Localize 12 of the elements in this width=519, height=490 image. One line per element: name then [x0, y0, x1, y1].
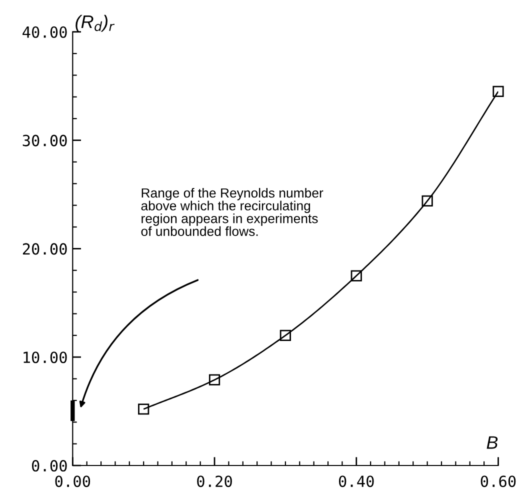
y-tick-label: 30.00	[22, 134, 67, 146]
y-tick-label: 10.00	[24, 352, 67, 364]
y-axis-title: (R$_{d}$)$_{r}$	[76, 14, 115, 32]
y-tick-label: 40.00	[22, 26, 67, 38]
x-tick-label: 0.60	[480, 476, 516, 488]
x-axis-title: B	[486, 436, 498, 449]
x-tick-label: 0.40	[338, 476, 374, 488]
y-tick-label: 20.00	[22, 243, 67, 255]
annotation: Range of the Reynolds number above which the recirculating region appears in experiments of unbounded flows.	[141, 188, 324, 236]
x-tick-label: 0.20	[197, 476, 232, 488]
x-tick-label: 0.00	[55, 476, 90, 488]
y-tick-label: 0.00	[32, 460, 67, 472]
